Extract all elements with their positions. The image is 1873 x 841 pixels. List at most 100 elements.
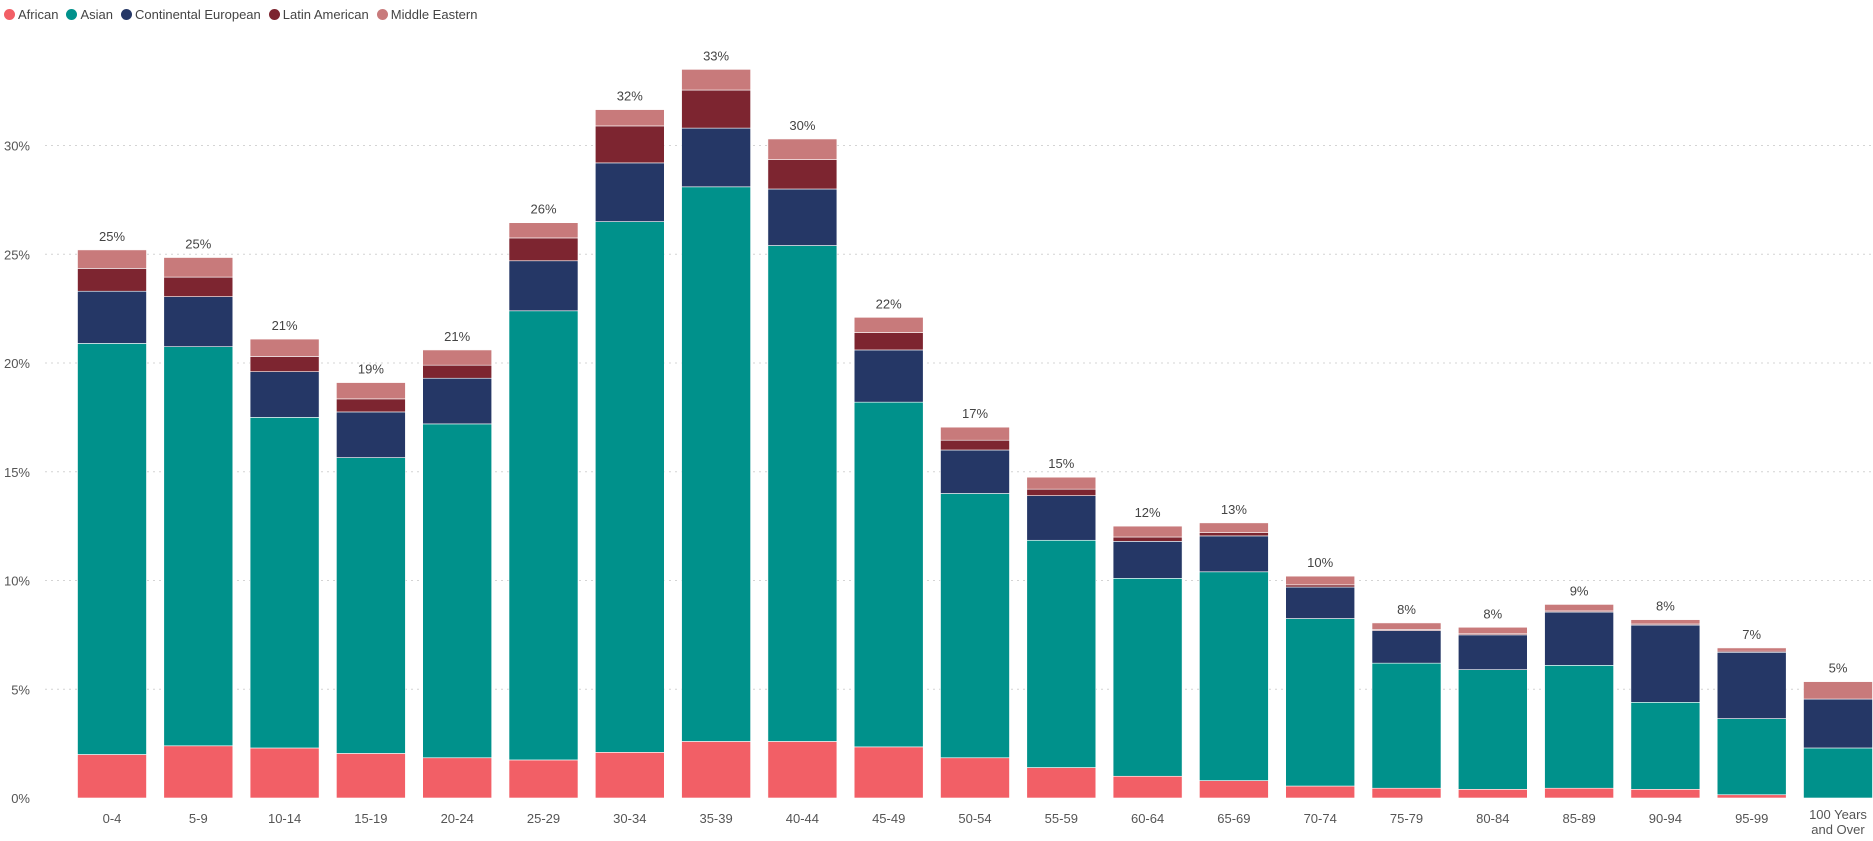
bar-segment-continental-european-95-99[interactable] bbox=[1716, 651, 1787, 719]
bar-segment-african-5-9[interactable] bbox=[163, 745, 234, 799]
bar-segment-asian-30-34[interactable] bbox=[594, 221, 665, 753]
bar-segment-continental-european-90-94[interactable] bbox=[1630, 624, 1701, 703]
bar-segment-latin-american-30-34[interactable] bbox=[594, 125, 665, 164]
bar-segment-middle-eastern-100-years-and-over[interactable] bbox=[1803, 681, 1873, 700]
bar-segment-middle-eastern-75-79[interactable] bbox=[1371, 622, 1442, 630]
bar-segment-latin-american-45-49[interactable] bbox=[853, 332, 924, 351]
bar-segment-asian-80-84[interactable] bbox=[1458, 669, 1528, 790]
bar-segment-asian-0-4[interactable] bbox=[77, 343, 147, 755]
bar-segment-asian-60-64[interactable] bbox=[1112, 578, 1183, 777]
bar-segment-latin-american-35-39[interactable] bbox=[681, 89, 751, 129]
legend-item-middle-eastern[interactable]: Middle Eastern bbox=[376, 7, 477, 22]
bar-segment-middle-eastern-55-59[interactable] bbox=[1026, 476, 1097, 490]
bar-segment-asian-20-24[interactable] bbox=[422, 423, 493, 759]
bar-segment-middle-eastern-30-34[interactable] bbox=[594, 109, 665, 127]
bar-segment-african-95-99[interactable] bbox=[1716, 794, 1787, 799]
bar-segment-asian-50-54[interactable] bbox=[940, 493, 1010, 759]
bar-segment-asian-25-29[interactable] bbox=[508, 310, 579, 761]
bar-segment-middle-eastern-80-84[interactable] bbox=[1458, 626, 1528, 635]
legend-item-latin-american[interactable]: Latin American bbox=[268, 7, 369, 22]
bar-segment-continental-european-75-79[interactable] bbox=[1371, 630, 1442, 664]
bar-segment-latin-american-55-59[interactable] bbox=[1026, 488, 1097, 496]
bar-segment-continental-european-80-84[interactable] bbox=[1458, 634, 1528, 670]
bar-segment-continental-european-20-24[interactable] bbox=[422, 377, 493, 425]
bar-segment-latin-american-60-64[interactable] bbox=[1112, 536, 1183, 542]
bar-segment-latin-american-50-54[interactable] bbox=[940, 439, 1010, 451]
bar-segment-middle-eastern-85-89[interactable] bbox=[1544, 604, 1614, 612]
bar-segment-continental-european-25-29[interactable] bbox=[508, 260, 579, 312]
bar-segment-asian-95-99[interactable] bbox=[1716, 718, 1787, 796]
bar-segment-african-55-59[interactable] bbox=[1026, 767, 1097, 799]
bar-segment-latin-american-15-19[interactable] bbox=[336, 398, 406, 413]
bar-segment-continental-european-65-69[interactable] bbox=[1199, 535, 1269, 573]
bar-segment-african-45-49[interactable] bbox=[853, 746, 924, 799]
bar-segment-african-75-79[interactable] bbox=[1371, 787, 1442, 799]
bar-segment-middle-eastern-95-99[interactable] bbox=[1716, 647, 1787, 652]
bar-segment-african-25-29[interactable] bbox=[508, 759, 579, 799]
bar-segment-latin-american-0-4[interactable] bbox=[77, 268, 147, 292]
bar-segment-middle-eastern-0-4[interactable] bbox=[77, 249, 147, 269]
bar-segment-continental-european-60-64[interactable] bbox=[1112, 541, 1183, 579]
bar-segment-asian-70-74[interactable] bbox=[1285, 618, 1355, 787]
bar-segment-middle-eastern-60-64[interactable] bbox=[1112, 525, 1183, 538]
bar-segment-latin-american-25-29[interactable] bbox=[508, 237, 579, 262]
bar-segment-middle-eastern-25-29[interactable] bbox=[508, 222, 579, 239]
bar-segment-continental-european-45-49[interactable] bbox=[853, 349, 924, 403]
bar-segment-middle-eastern-40-44[interactable] bbox=[767, 138, 838, 160]
bar-segment-african-85-89[interactable] bbox=[1544, 787, 1614, 799]
bar-segment-african-20-24[interactable] bbox=[422, 757, 493, 799]
bar-segment-middle-eastern-70-74[interactable] bbox=[1285, 575, 1355, 586]
bar-segment-african-90-94[interactable] bbox=[1630, 788, 1701, 799]
bar-segment-continental-european-100-years-and-over[interactable] bbox=[1803, 698, 1873, 749]
bar-segment-asian-75-79[interactable] bbox=[1371, 662, 1442, 789]
bar-segment-african-50-54[interactable] bbox=[940, 757, 1010, 799]
legend-item-continental-european[interactable]: Continental European bbox=[121, 7, 261, 22]
bar-segment-asian-55-59[interactable] bbox=[1026, 539, 1097, 768]
bar-segment-latin-american-40-44[interactable] bbox=[767, 159, 838, 190]
bar-segment-middle-eastern-45-49[interactable] bbox=[853, 317, 924, 333]
bar-segment-asian-15-19[interactable] bbox=[336, 457, 406, 754]
bar-segment-middle-eastern-90-94[interactable] bbox=[1630, 619, 1701, 625]
bar-segment-continental-european-5-9[interactable] bbox=[163, 296, 234, 347]
bar-segment-asian-5-9[interactable] bbox=[163, 346, 234, 747]
bar-segment-latin-american-10-14[interactable] bbox=[249, 356, 320, 373]
bar-segment-latin-american-70-74[interactable] bbox=[1285, 584, 1355, 588]
bar-segment-asian-65-69[interactable] bbox=[1199, 571, 1269, 781]
bar-segment-continental-european-55-59[interactable] bbox=[1026, 495, 1097, 541]
bar-segment-asian-35-39[interactable] bbox=[681, 186, 751, 742]
bar-segment-continental-european-30-34[interactable] bbox=[594, 162, 665, 222]
legend-item-african[interactable]: African bbox=[4, 7, 58, 22]
bar-segment-asian-100-years-and-over[interactable] bbox=[1803, 747, 1873, 799]
bar-segment-asian-85-89[interactable] bbox=[1544, 665, 1614, 789]
bar-segment-african-80-84[interactable] bbox=[1458, 788, 1528, 799]
bar-segment-middle-eastern-20-24[interactable] bbox=[422, 349, 493, 366]
bar-segment-african-40-44[interactable] bbox=[767, 741, 838, 799]
bar-segment-continental-european-15-19[interactable] bbox=[336, 411, 406, 458]
bar-segment-african-10-14[interactable] bbox=[249, 747, 320, 799]
bar-segment-latin-american-65-69[interactable] bbox=[1199, 532, 1269, 537]
bar-segment-middle-eastern-15-19[interactable] bbox=[336, 382, 406, 400]
bar-segment-latin-american-20-24[interactable] bbox=[422, 364, 493, 379]
bar-segment-african-15-19[interactable] bbox=[336, 753, 406, 799]
bar-segment-african-35-39[interactable] bbox=[681, 741, 751, 799]
bar-segment-asian-10-14[interactable] bbox=[249, 417, 320, 749]
bar-segment-middle-eastern-65-69[interactable] bbox=[1199, 522, 1269, 533]
bar-segment-middle-eastern-50-54[interactable] bbox=[940, 426, 1010, 441]
bar-segment-continental-european-70-74[interactable] bbox=[1285, 586, 1355, 619]
bar-segment-middle-eastern-35-39[interactable] bbox=[681, 69, 751, 91]
bar-segment-asian-45-49[interactable] bbox=[853, 401, 924, 748]
bar-segment-middle-eastern-5-9[interactable] bbox=[163, 257, 234, 278]
bar-segment-latin-american-5-9[interactable] bbox=[163, 276, 234, 297]
bar-segment-african-65-69[interactable] bbox=[1199, 780, 1269, 799]
bar-segment-asian-90-94[interactable] bbox=[1630, 701, 1701, 790]
bar-segment-continental-european-10-14[interactable] bbox=[249, 371, 320, 418]
bar-segment-african-0-4[interactable] bbox=[77, 754, 147, 799]
bar-segment-continental-european-0-4[interactable] bbox=[77, 290, 147, 344]
bar-segment-middle-eastern-10-14[interactable] bbox=[249, 338, 320, 357]
bar-segment-african-70-74[interactable] bbox=[1285, 785, 1355, 799]
legend-item-asian[interactable]: Asian bbox=[66, 7, 113, 22]
bar-segment-continental-european-35-39[interactable] bbox=[681, 127, 751, 188]
bar-segment-asian-40-44[interactable] bbox=[767, 245, 838, 742]
bar-segment-continental-european-85-89[interactable] bbox=[1544, 611, 1614, 666]
bar-segment-continental-european-40-44[interactable] bbox=[767, 188, 838, 246]
